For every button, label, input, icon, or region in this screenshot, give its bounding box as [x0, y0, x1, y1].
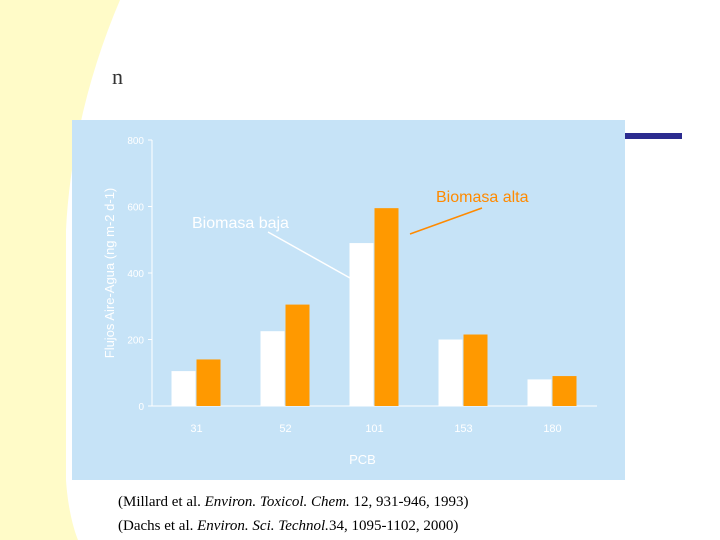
- x-tick-label: 180: [543, 423, 561, 435]
- y-tick-label: 200: [127, 336, 144, 347]
- bar-biomasa-alta: [374, 208, 399, 406]
- bar-chart: 0 200 400 600 800 Flujos Aire-Agua (ng m-2 d-…: [102, 136, 597, 467]
- x-tick-label: 101: [365, 423, 383, 435]
- citation-dachs-authors: (Dachs et al.: [118, 518, 198, 534]
- bar-biomasa-baja: [527, 379, 552, 406]
- x-tick-label: 31: [190, 423, 202, 435]
- citation-millard: (Millard et al. Environ. Toxicol. Chem. …: [118, 490, 469, 514]
- x-tick-label: 153: [454, 423, 472, 435]
- citation-millard-details: 12, 931-946, 1993): [349, 494, 469, 510]
- bar-biomasa-alta: [285, 304, 310, 406]
- annotation-biomasa-baja: Biomasa baja: [192, 215, 289, 232]
- citation-block: (Millard et al. Environ. Toxicol. Chem. …: [118, 490, 469, 538]
- y-axis-title: Flujos Aire-Agua (ng m-2 d-1): [102, 188, 117, 359]
- bar-biomasa-baja: [438, 339, 463, 406]
- bar-biomasa-alta: [463, 334, 488, 406]
- annotation-leader-baja: [267, 231, 351, 279]
- annotation-biomasa-alta: Biomasa alta: [436, 189, 529, 206]
- citation-millard-authors: (Millard et al.: [118, 494, 205, 510]
- citation-dachs: (Dachs et al. Environ. Sci. Technol.34, …: [118, 514, 469, 538]
- y-tick-label: 400: [127, 269, 144, 280]
- x-axis-title: PCB: [349, 452, 376, 467]
- bar-biomasa-alta: [552, 376, 577, 406]
- citation-millard-journal: Environ. Toxicol. Chem.: [204, 494, 350, 510]
- bar-biomasa-baja: [171, 371, 196, 406]
- slide-title-glyph: n: [112, 64, 124, 89]
- bar-biomasa-baja: [349, 243, 374, 406]
- bar-biomasa-baja: [260, 331, 285, 406]
- y-tick-label: 0: [138, 402, 144, 413]
- decorative-bar: [596, 133, 682, 139]
- citation-dachs-journal: Environ. Sci. Technol.: [197, 518, 329, 534]
- annotation-leader-alta: [409, 207, 483, 235]
- y-tick-label: 800: [127, 136, 144, 147]
- y-tick-label: 600: [127, 203, 144, 214]
- x-tick-label: 52: [279, 423, 291, 435]
- citation-dachs-details: 34, 1095-1102, 2000): [328, 518, 459, 534]
- bar-biomasa-alta: [196, 359, 221, 406]
- chart-panel: 0 200 400 600 800 Flujos Aire-Agua (ng m-2 d-…: [72, 120, 625, 480]
